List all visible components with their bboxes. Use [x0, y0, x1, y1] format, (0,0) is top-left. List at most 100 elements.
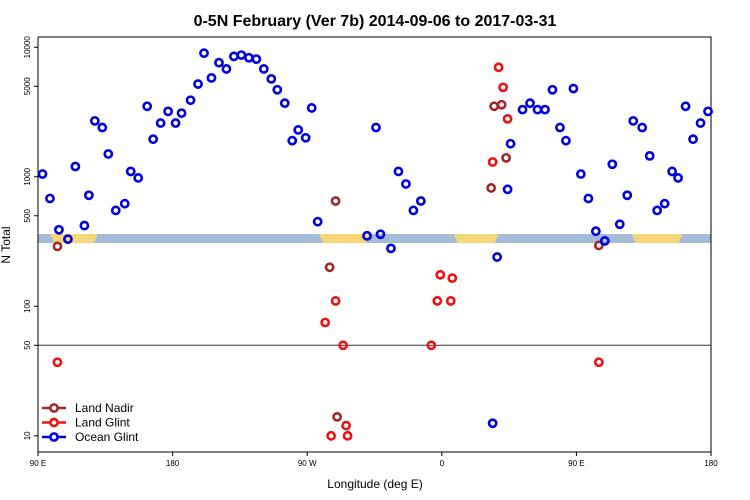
y-tick-label: 100: [23, 299, 32, 313]
point-land-glint: [593, 357, 604, 368]
chart-title: 0-5N February (Ver 7b) 2014-09-06 to 201…: [194, 13, 557, 30]
point-ocean-glint: [688, 134, 698, 145]
point-ocean-glint: [659, 198, 670, 209]
point-ocean-glint: [375, 229, 386, 240]
land-segment: [453, 234, 499, 243]
y-tick-label: 50: [23, 340, 32, 349]
point-ocean-glint: [266, 73, 277, 84]
point-ocean-glint: [133, 173, 144, 183]
point-ocean-glint: [547, 84, 558, 95]
point-ocean-glint: [83, 190, 94, 201]
x-tick-label: 180: [166, 459, 180, 468]
point-land-glint: [487, 157, 498, 167]
point-ocean-glint: [540, 104, 550, 115]
land-segment: [49, 234, 98, 243]
point-ocean-glint: [673, 173, 683, 183]
point-ocean-glint: [505, 138, 516, 149]
point-ocean-glint: [628, 116, 639, 126]
point-ocean-glint: [644, 150, 655, 161]
point-ocean-glint: [279, 98, 290, 109]
point-ocean-glint: [525, 98, 535, 109]
point-ocean-glint: [221, 64, 232, 74]
point-ocean-glint: [236, 50, 247, 60]
x-tick-label: 0: [440, 459, 445, 468]
point-ocean-glint: [185, 95, 196, 106]
point-land-glint: [320, 317, 331, 328]
point-ocean-glint: [393, 166, 404, 177]
land-segment: [319, 234, 371, 243]
point-land-glint: [426, 340, 437, 351]
point-ocean-glint: [517, 104, 528, 115]
point-land-glint: [342, 430, 353, 441]
point-ocean-glint: [89, 116, 100, 126]
point-ocean-glint: [502, 184, 513, 195]
point-ocean-glint: [70, 161, 81, 172]
point-ocean-glint: [386, 243, 396, 254]
point-ocean-glint: [155, 118, 166, 128]
point-land-glint: [338, 340, 348, 351]
point-ocean-glint: [37, 169, 48, 179]
legend-marker: [49, 417, 59, 428]
point-ocean-glint: [148, 134, 159, 145]
point-ocean-glint: [695, 118, 706, 128]
x-axis-label: Longitude (deg E): [327, 477, 422, 491]
point-ocean-glint: [487, 418, 498, 429]
point-ocean-glint: [306, 103, 317, 113]
point-ocean-glint: [258, 64, 269, 74]
point-ocean-glint: [622, 190, 633, 201]
point-land-glint: [493, 62, 504, 73]
point-ocean-glint: [293, 125, 304, 135]
point-land-nadir: [593, 240, 604, 251]
point-ocean-glint: [312, 216, 323, 227]
point-ocean-glint: [54, 224, 64, 235]
point-ocean-glint: [652, 205, 663, 216]
data-points: [37, 48, 713, 441]
point-ocean-glint: [125, 166, 136, 177]
point-land-glint: [52, 357, 63, 368]
point-land-nadir: [330, 196, 341, 206]
point-ocean-glint: [170, 118, 181, 128]
point-ocean-glint: [555, 122, 565, 133]
point-ocean-glint: [408, 205, 419, 216]
x-tick-label: 180: [704, 459, 718, 468]
point-land-glint: [330, 296, 341, 306]
x-tick-label: 90 E: [30, 459, 46, 468]
point-ocean-glint: [614, 219, 625, 230]
y-tick-label: 1000: [23, 167, 32, 185]
legend-label: Ocean Glint: [75, 430, 139, 444]
point-ocean-glint: [667, 166, 678, 177]
point-ocean-glint: [97, 122, 108, 133]
point-ocean-glint: [575, 169, 586, 179]
point-ocean-glint: [243, 52, 254, 63]
y-tick-label: 10: [23, 431, 32, 440]
point-ocean-glint: [568, 83, 579, 94]
point-ocean-glint: [103, 149, 114, 159]
y-tick-label: 500: [23, 209, 32, 223]
point-ocean-glint: [45, 193, 55, 204]
point-ocean-glint: [287, 135, 298, 146]
point-ocean-glint: [607, 159, 618, 170]
point-land-glint: [326, 430, 337, 441]
point-land-glint: [432, 296, 443, 306]
point-ocean-glint: [401, 179, 411, 189]
legend-label: Land Nadir: [75, 401, 134, 415]
point-land-nadir: [501, 152, 512, 163]
point-ocean-glint: [119, 198, 130, 209]
point-ocean-glint: [110, 205, 121, 216]
point-ocean-glint: [371, 122, 381, 133]
axes: 90 E 180 90 W 0 90 E 180 10 50 100 500 1000 5000 100…: [23, 36, 718, 468]
point-ocean-glint: [637, 122, 648, 133]
y-tick-label: 10000: [23, 36, 32, 59]
x-tick-label: 90 E: [568, 459, 584, 468]
point-ocean-glint: [272, 84, 283, 95]
point-land-glint: [447, 273, 458, 284]
plot-frame: [37, 36, 712, 453]
point-ocean-glint: [206, 72, 217, 83]
point-ocean-glint: [300, 132, 311, 143]
land-ocean-band: [38, 234, 711, 243]
point-land-glint: [435, 269, 446, 280]
legend-marker: [49, 403, 59, 413]
point-ocean-glint: [680, 101, 691, 112]
point-land-nadir: [496, 99, 507, 110]
x-tick-label: 90 W: [298, 459, 317, 468]
